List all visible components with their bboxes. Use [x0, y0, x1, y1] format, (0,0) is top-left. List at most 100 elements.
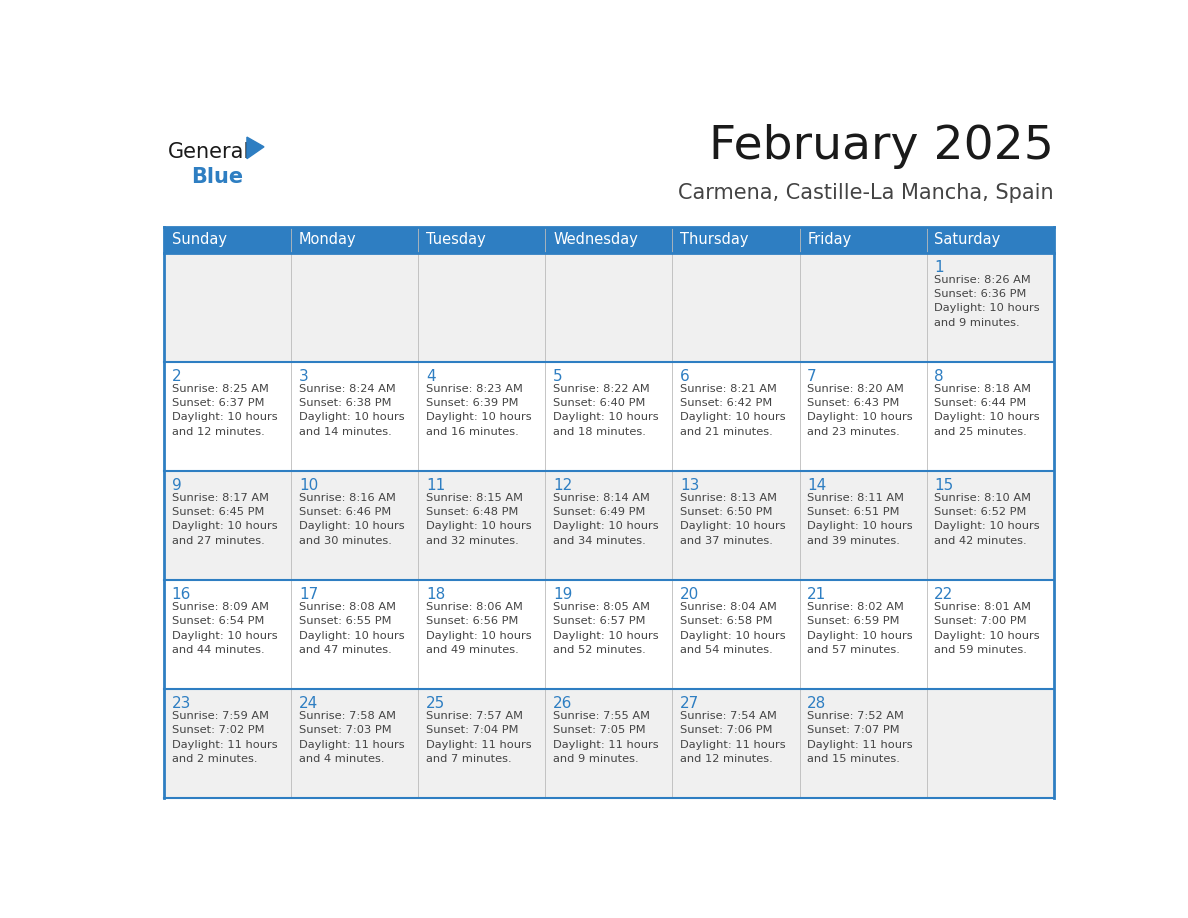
Text: Daylight: 10 hours: Daylight: 10 hours: [299, 521, 404, 532]
Bar: [164, 362, 1054, 471]
Bar: [164, 227, 291, 252]
Text: Daylight: 10 hours: Daylight: 10 hours: [808, 412, 912, 422]
Text: Sunrise: 8:20 AM: Sunrise: 8:20 AM: [808, 384, 904, 394]
Text: Daylight: 11 hours: Daylight: 11 hours: [808, 740, 912, 750]
Text: Sunset: 6:50 PM: Sunset: 6:50 PM: [681, 508, 772, 517]
Text: Daylight: 10 hours: Daylight: 10 hours: [426, 521, 531, 532]
Text: Sunset: 6:54 PM: Sunset: 6:54 PM: [172, 616, 264, 626]
Text: Daylight: 10 hours: Daylight: 10 hours: [554, 521, 658, 532]
Text: Daylight: 10 hours: Daylight: 10 hours: [934, 521, 1040, 532]
Text: Sunrise: 8:05 AM: Sunrise: 8:05 AM: [554, 602, 650, 612]
Text: 17: 17: [299, 587, 318, 601]
Text: Sunset: 6:55 PM: Sunset: 6:55 PM: [299, 616, 391, 626]
Text: and 18 minutes.: and 18 minutes.: [554, 427, 646, 437]
Text: Sunrise: 7:54 AM: Sunrise: 7:54 AM: [681, 711, 777, 721]
Text: and 34 minutes.: and 34 minutes.: [554, 536, 646, 545]
Bar: [672, 227, 800, 252]
Text: Sunrise: 8:22 AM: Sunrise: 8:22 AM: [554, 384, 650, 394]
Text: and 30 minutes.: and 30 minutes.: [299, 536, 392, 545]
Text: Daylight: 11 hours: Daylight: 11 hours: [681, 740, 785, 750]
Text: Daylight: 10 hours: Daylight: 10 hours: [681, 412, 785, 422]
Text: and 42 minutes.: and 42 minutes.: [934, 536, 1026, 545]
Text: 20: 20: [681, 587, 700, 601]
Text: Sunrise: 8:11 AM: Sunrise: 8:11 AM: [808, 493, 904, 503]
Polygon shape: [247, 137, 264, 159]
Bar: [164, 471, 1054, 579]
Text: 3: 3: [299, 368, 309, 384]
Text: Sunrise: 7:58 AM: Sunrise: 7:58 AM: [299, 711, 396, 721]
Text: 7: 7: [808, 368, 817, 384]
Bar: [164, 252, 1054, 362]
Text: and 25 minutes.: and 25 minutes.: [934, 427, 1028, 437]
Text: Sunset: 6:40 PM: Sunset: 6:40 PM: [554, 398, 645, 409]
Text: Daylight: 10 hours: Daylight: 10 hours: [299, 631, 404, 641]
Text: Daylight: 10 hours: Daylight: 10 hours: [172, 521, 277, 532]
Bar: [164, 579, 1054, 688]
Text: 14: 14: [808, 477, 827, 493]
Text: Sunset: 6:43 PM: Sunset: 6:43 PM: [808, 398, 899, 409]
Text: Sunset: 6:52 PM: Sunset: 6:52 PM: [934, 508, 1026, 517]
Text: 16: 16: [172, 587, 191, 601]
Text: Daylight: 10 hours: Daylight: 10 hours: [808, 521, 912, 532]
Text: Sunrise: 8:18 AM: Sunrise: 8:18 AM: [934, 384, 1031, 394]
Text: 9: 9: [172, 477, 182, 493]
Text: 1: 1: [934, 260, 944, 274]
Text: and 16 minutes.: and 16 minutes.: [426, 427, 519, 437]
Text: and 4 minutes.: and 4 minutes.: [299, 754, 385, 764]
Text: Daylight: 11 hours: Daylight: 11 hours: [299, 740, 404, 750]
Bar: [545, 227, 672, 252]
Text: Sunset: 6:44 PM: Sunset: 6:44 PM: [934, 398, 1026, 409]
Bar: [164, 688, 1054, 798]
Text: and 54 minutes.: and 54 minutes.: [681, 644, 773, 655]
Text: Sunrise: 8:04 AM: Sunrise: 8:04 AM: [681, 602, 777, 612]
Text: Daylight: 10 hours: Daylight: 10 hours: [172, 412, 277, 422]
Text: 11: 11: [426, 477, 446, 493]
Text: Sunrise: 8:06 AM: Sunrise: 8:06 AM: [426, 602, 523, 612]
Text: and 7 minutes.: and 7 minutes.: [426, 754, 512, 764]
Text: Sunrise: 8:01 AM: Sunrise: 8:01 AM: [934, 602, 1031, 612]
Text: Daylight: 10 hours: Daylight: 10 hours: [681, 521, 785, 532]
Text: 23: 23: [172, 696, 191, 711]
Text: Sunset: 6:51 PM: Sunset: 6:51 PM: [808, 508, 899, 517]
Text: Sunset: 6:56 PM: Sunset: 6:56 PM: [426, 616, 518, 626]
Text: Sunset: 6:42 PM: Sunset: 6:42 PM: [681, 398, 772, 409]
Text: Daylight: 11 hours: Daylight: 11 hours: [554, 740, 658, 750]
Text: Sunrise: 8:14 AM: Sunrise: 8:14 AM: [554, 493, 650, 503]
Text: Sunrise: 8:25 AM: Sunrise: 8:25 AM: [172, 384, 268, 394]
Text: Daylight: 10 hours: Daylight: 10 hours: [681, 631, 785, 641]
Text: Sunset: 6:59 PM: Sunset: 6:59 PM: [808, 616, 899, 626]
Text: and 2 minutes.: and 2 minutes.: [172, 754, 258, 764]
Text: Sunset: 6:39 PM: Sunset: 6:39 PM: [426, 398, 518, 409]
Text: Sunset: 7:03 PM: Sunset: 7:03 PM: [299, 725, 392, 735]
Text: Sunset: 6:57 PM: Sunset: 6:57 PM: [554, 616, 645, 626]
Text: 26: 26: [554, 696, 573, 711]
Text: Sunset: 6:46 PM: Sunset: 6:46 PM: [299, 508, 391, 517]
Text: Sunrise: 8:24 AM: Sunrise: 8:24 AM: [299, 384, 396, 394]
Text: Sunset: 7:07 PM: Sunset: 7:07 PM: [808, 725, 899, 735]
Text: and 21 minutes.: and 21 minutes.: [681, 427, 773, 437]
Text: 21: 21: [808, 587, 827, 601]
Text: 2: 2: [172, 368, 182, 384]
Text: and 52 minutes.: and 52 minutes.: [554, 644, 646, 655]
Text: Daylight: 11 hours: Daylight: 11 hours: [426, 740, 531, 750]
Text: Sunrise: 8:15 AM: Sunrise: 8:15 AM: [426, 493, 523, 503]
Text: and 32 minutes.: and 32 minutes.: [426, 536, 519, 545]
Text: Daylight: 10 hours: Daylight: 10 hours: [934, 304, 1040, 313]
Text: Sunrise: 8:23 AM: Sunrise: 8:23 AM: [426, 384, 523, 394]
Text: Sunset: 6:58 PM: Sunset: 6:58 PM: [681, 616, 772, 626]
Text: Thursday: Thursday: [681, 232, 748, 248]
Bar: [800, 227, 927, 252]
Text: 15: 15: [934, 477, 954, 493]
Text: 5: 5: [554, 368, 563, 384]
Text: Daylight: 10 hours: Daylight: 10 hours: [554, 631, 658, 641]
Text: Sunrise: 7:57 AM: Sunrise: 7:57 AM: [426, 711, 523, 721]
Bar: [418, 227, 545, 252]
Text: and 47 minutes.: and 47 minutes.: [299, 644, 392, 655]
Text: Sunset: 7:02 PM: Sunset: 7:02 PM: [172, 725, 264, 735]
Text: Daylight: 10 hours: Daylight: 10 hours: [554, 412, 658, 422]
Text: 10: 10: [299, 477, 318, 493]
Text: 25: 25: [426, 696, 446, 711]
Text: Daylight: 10 hours: Daylight: 10 hours: [172, 631, 277, 641]
Text: and 39 minutes.: and 39 minutes.: [808, 536, 901, 545]
Text: 24: 24: [299, 696, 318, 711]
